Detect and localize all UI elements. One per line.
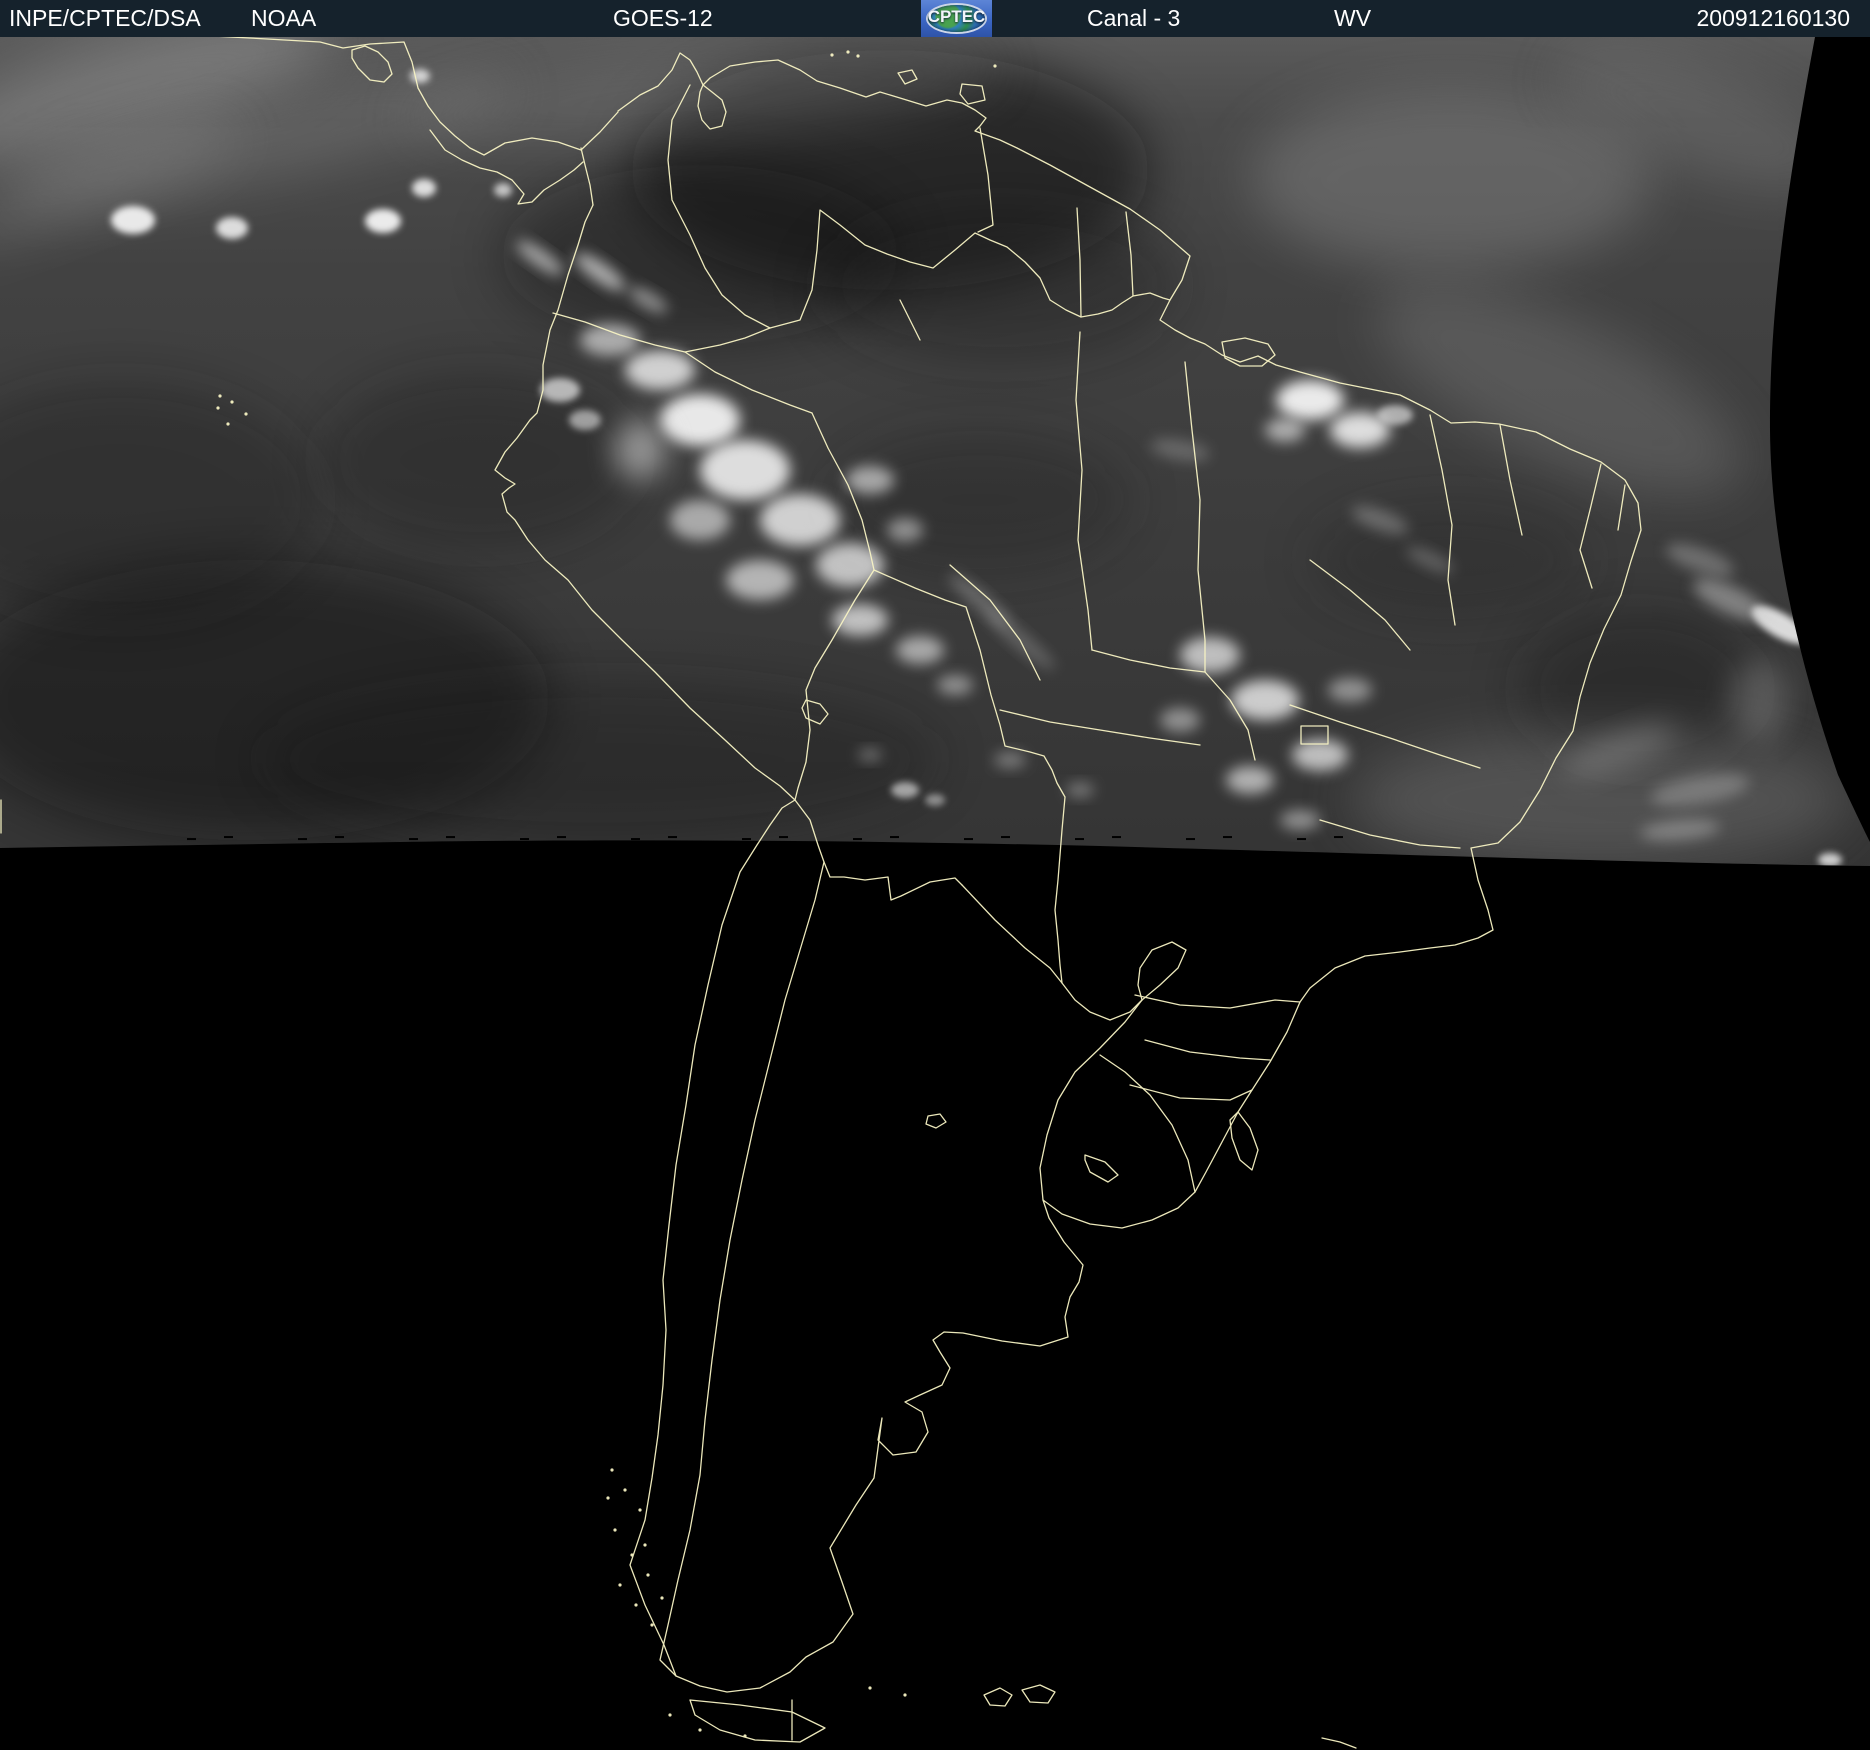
cptec-globe-icon: [928, 5, 985, 32]
band-label: WV: [1334, 5, 1372, 31]
timestamp-label: 200912160130: [1696, 5, 1851, 31]
map-borders-layer: [0, 33, 1642, 1749]
channel-label: Canal - 3: [1087, 5, 1181, 31]
cptec-logo: CPTEC: [921, 0, 992, 37]
water-vapor-imagery-layer: [0, 37, 1870, 866]
agency-label: INPE/CPTEC/DSA: [9, 5, 201, 31]
cptec-logo-text: CPTEC: [927, 7, 986, 26]
header-bar: INPE/CPTEC/DSA NOAA GOES-12 CPTEC Canal …: [0, 0, 1870, 37]
satellite-name-label: GOES-12: [613, 5, 713, 31]
noaa-label: NOAA: [251, 5, 317, 31]
